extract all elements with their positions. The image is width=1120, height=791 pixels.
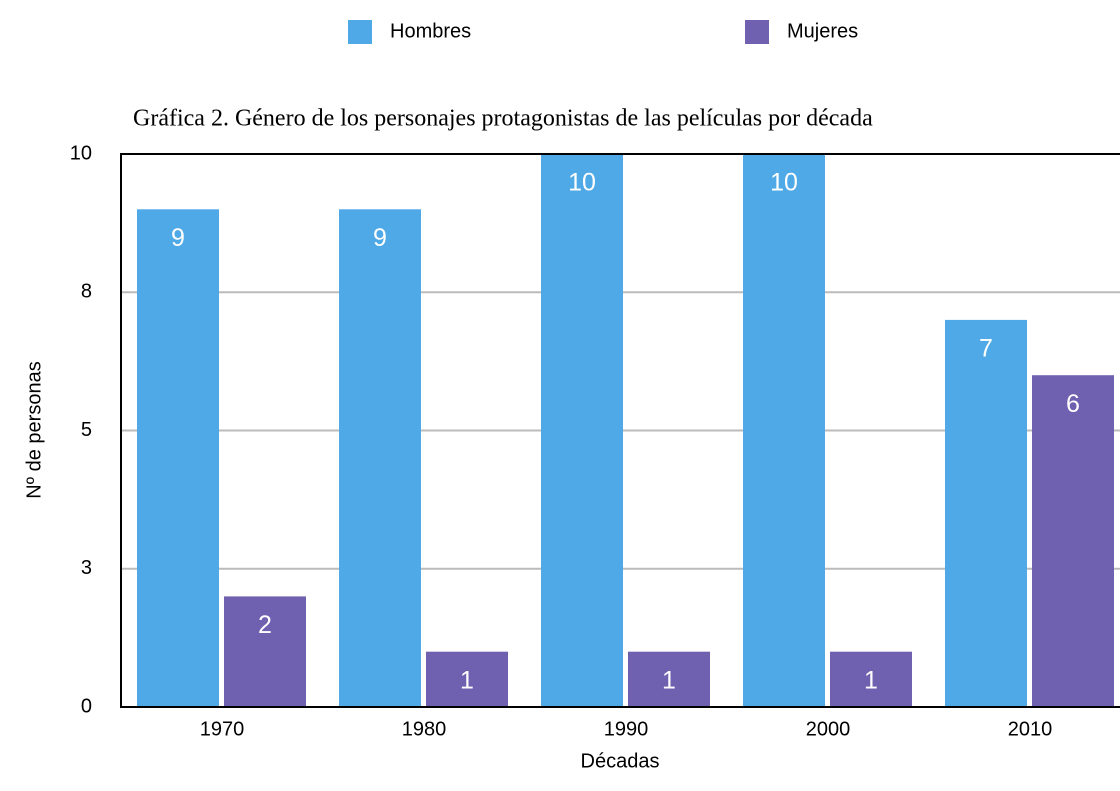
legend-swatch — [745, 20, 769, 44]
y-tick-label: 3 — [81, 557, 92, 579]
legend-swatch — [348, 20, 372, 44]
x-tick-label: 1980 — [402, 718, 447, 740]
x-tick-label: 1970 — [200, 718, 245, 740]
x-tick-label: 2010 — [1008, 718, 1053, 740]
bar — [137, 209, 219, 708]
value-label: 6 — [1066, 390, 1080, 418]
legend-label: Mujeres — [787, 20, 858, 42]
y-tick-label: 10 — [70, 142, 92, 164]
bar — [426, 651, 508, 707]
bar — [541, 154, 623, 707]
plot-frame — [120, 153, 1120, 708]
bar — [1032, 375, 1114, 707]
chart-title: Gráfica 2. Género de los personajes prot… — [133, 106, 873, 132]
value-label: 1 — [460, 666, 474, 694]
value-label: 9 — [373, 224, 387, 252]
value-label: 2 — [258, 611, 272, 639]
x-tick-label: 1990 — [604, 718, 649, 740]
bar — [224, 596, 306, 707]
bar — [945, 319, 1027, 707]
y-tick-label: 8 — [81, 281, 92, 303]
bar — [339, 209, 421, 708]
bar — [628, 651, 710, 707]
value-label: 7 — [979, 335, 993, 363]
bar — [743, 154, 825, 707]
value-label: 1 — [662, 666, 676, 694]
x-tick-label: 2000 — [806, 718, 851, 740]
value-label: 10 — [770, 169, 798, 197]
value-label: 9 — [171, 224, 185, 252]
y-tick-label: 5 — [81, 419, 92, 441]
value-label: 10 — [568, 169, 596, 197]
y-tick-label: 0 — [81, 695, 92, 717]
bar — [830, 651, 912, 707]
value-label: 1 — [864, 666, 878, 694]
y-axis-label: Nº de personas — [23, 361, 45, 498]
x-axis-label: Décadas — [581, 750, 660, 772]
legend-label: Hombres — [390, 20, 471, 42]
